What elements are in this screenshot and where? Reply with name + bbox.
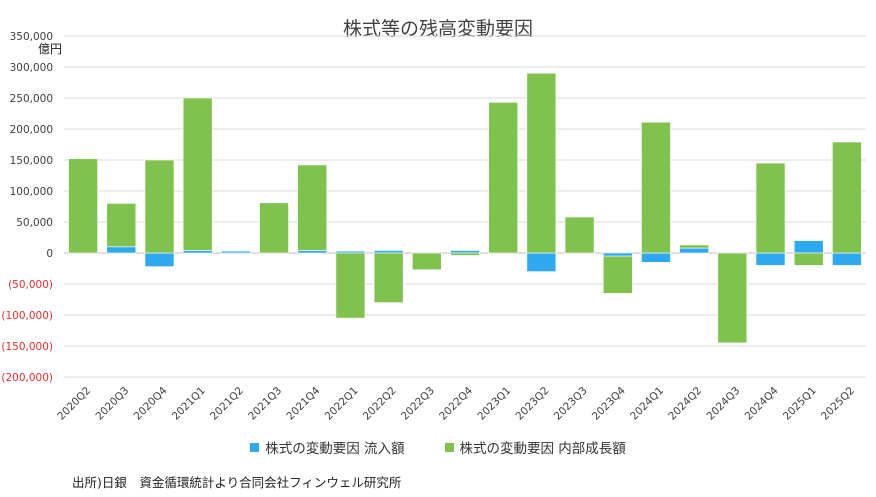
legend-item-internal-growth: 株式の変動要因 内部成長額 [444,437,626,457]
x-tick-label: 2025Q1 [781,385,819,423]
bar-inflow [182,250,213,254]
x-tick-label: 2022Q3 [399,385,437,423]
legend-label-internal-growth: 株式の変動要因 内部成長額 [459,441,626,457]
x-tick-label: 2020Q4 [132,384,170,422]
bar-inflow [832,252,862,266]
bar-inflow [679,247,709,254]
bar-internal-growth [488,102,519,254]
y-tick-label: 350,000 [10,31,53,43]
legend-label-inflow: 株式の変動要因 流入額 [265,441,405,457]
x-tick-label: 2023Q3 [552,385,590,423]
bar-internal-growth [335,252,366,319]
source-note: 出所)日銀 資金循環統計より合同会社フィンウェル研究所 [72,475,402,490]
bar-inflow [373,250,404,254]
bar-inflow [526,252,557,272]
bar-internal-growth [259,202,289,254]
bar-internal-growth [411,252,442,271]
bar-inflow [755,252,786,266]
bar-internal-growth [793,252,824,266]
y-tick-label: 0 [46,248,53,260]
x-tick-label: 2022Q1 [323,385,361,423]
legend: 株式の変動要因 流入額 株式の変動要因 内部成長額 [0,437,876,457]
y-tick-label: 250,000 [10,93,53,105]
x-tick-labels: 2020Q2 2020Q3 2020Q4 2021Q1 2021Q2 2021Q3 2021… [55,384,857,422]
bar-inflow [144,252,175,267]
bar-inflow [450,250,480,254]
stacked-bar-chart: (200,000) (150,000) (100,000) (50,000) 0 50,0… [1,31,866,423]
x-tick-label: 2021Q4 [284,384,322,422]
legend-item-inflow: 株式の変動要因 流入額 [250,437,405,457]
y-tick-label: (50,000) [8,279,53,291]
bar-internal-growth [832,141,862,254]
x-tick-label: 2024Q3 [705,385,743,423]
x-tick-label: 2023Q2 [514,385,552,423]
bar-inflow [221,250,251,254]
bar-internal-growth [450,252,480,256]
bar-internal-growth [602,255,633,294]
bar-inflow [602,252,633,257]
x-tick-label: 2022Q4 [437,384,475,422]
bar-internal-growth [679,244,709,249]
y-tick-label: 300,000 [10,62,53,74]
bars [68,72,862,344]
bar-internal-growth [297,164,328,251]
bar-inflow [793,240,824,254]
x-tick-label: 2020Q3 [93,385,131,423]
x-tick-label: 2021Q3 [246,385,284,423]
y-tick-label: 200,000 [10,124,53,136]
y-tick-label: (150,000) [1,341,53,353]
bar-inflow [297,250,328,254]
x-tick-label: 2022Q2 [361,385,399,423]
bar-internal-growth [144,159,175,254]
x-tick-label: 2021Q1 [170,385,208,423]
bar-internal-growth [641,121,671,254]
x-tick-label: 2020Q2 [55,385,93,423]
x-tick-label: 2024Q1 [628,385,666,423]
y-tick-label: 50,000 [16,217,53,229]
y-tick-label: 150,000 [10,155,53,167]
y-axis-unit: 億円 [38,42,63,56]
x-tick-label: 2023Q4 [590,384,628,422]
y-tick-labels: (200,000) (150,000) (100,000) (50,000) 0 50,0… [1,31,53,384]
x-tick-label: 2023Q1 [475,385,513,423]
y-tick-label: (200,000) [1,372,53,384]
bar-internal-growth [564,216,595,254]
x-tick-label: 2024Q2 [666,385,704,423]
bar-internal-growth [373,252,404,303]
x-tick-label: 2024Q4 [743,384,781,422]
bar-inflow [106,246,137,254]
bar-internal-growth [526,72,557,254]
legend-swatch-internal-growth [444,442,454,452]
x-tick-label: 2021Q2 [208,385,246,423]
bar-internal-growth [68,158,98,254]
bar-inflow [641,252,671,263]
x-tick-label: 2025Q2 [819,385,857,423]
bar-internal-growth [106,203,137,248]
y-tick-label: 100,000 [10,186,53,198]
bar-internal-growth [182,97,213,251]
legend-swatch-inflow [250,442,260,452]
bar-internal-growth [717,252,748,344]
bar-internal-growth [755,162,786,254]
y-tick-label: (100,000) [1,310,53,322]
chart-title: 株式等の残高変動要因 [342,18,533,40]
